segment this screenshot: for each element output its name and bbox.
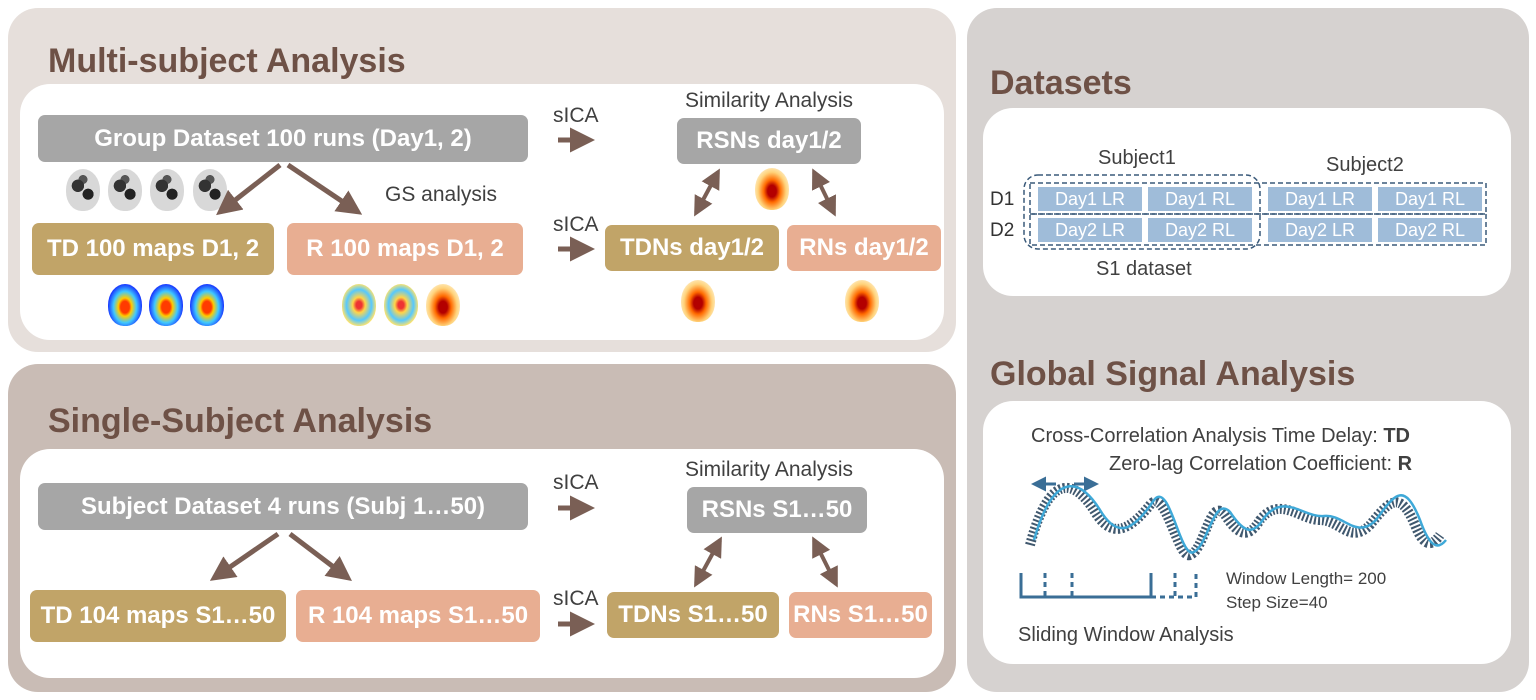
rns-s-box: RNs S1…50	[789, 592, 932, 638]
window-length-label: Window Length= 200	[1226, 569, 1387, 588]
r-abbr: R	[1397, 453, 1413, 475]
brain-map-tdn	[681, 280, 715, 322]
brain-map-r-1	[342, 284, 376, 326]
brain-map-rsn	[755, 168, 789, 210]
brain-map-r-3	[426, 284, 460, 326]
subject-dataset-box: Subject Dataset 4 runs (Subj 1…50)	[38, 483, 528, 530]
td-maps-box: TD 100 maps D1, 2	[32, 223, 274, 275]
brain-map-gray-4	[193, 169, 227, 211]
brain-map-td-3	[190, 284, 224, 326]
cross-corr-text: Cross-Correlation Analysis Time Delay:	[1031, 425, 1384, 447]
brain-map-gray-3	[150, 169, 184, 211]
tdns-s-box: TDNs S1…50	[607, 592, 779, 638]
td-maps-s-box: TD 104 maps S1…50	[30, 590, 286, 642]
gsa-title: Global Signal Analysis	[990, 355, 1356, 393]
rsns-box: RSNs day1/2	[677, 118, 861, 164]
subject2-label: Subject2	[1326, 154, 1404, 176]
s2-day2-lr: Day2 LR	[1268, 218, 1372, 242]
subject1-label: Subject1	[1098, 147, 1176, 169]
s2-day1-lr: Day1 LR	[1268, 187, 1372, 211]
brain-map-rn	[845, 280, 879, 322]
s1-day1-lr: Day1 LR	[1038, 187, 1142, 211]
s2-day1-rl: Day1 RL	[1378, 187, 1482, 211]
group-dataset-box: Group Dataset 100 runs (Day1, 2)	[38, 115, 528, 162]
s1-dataset-label: S1 dataset	[1096, 258, 1192, 280]
sliding-window-label: Sliding Window Analysis	[1018, 624, 1234, 646]
similarity-analysis-label: Similarity Analysis	[685, 89, 854, 112]
sica-label-bottom-single: sICA	[553, 587, 599, 610]
rsns-s-box: RSNs S1…50	[687, 487, 867, 533]
brain-map-gray-2	[108, 169, 142, 211]
r-maps-s-box: R 104 maps S1…50	[296, 590, 540, 642]
s1-day1-rl: Day1 RL	[1148, 187, 1252, 211]
s1-day2-rl: Day2 RL	[1148, 218, 1252, 242]
gs-analysis-label: GS analysis	[385, 183, 498, 206]
sica-label-top: sICA	[553, 104, 599, 127]
single-subject-title: Single-Subject Analysis	[48, 402, 433, 440]
td-abbr: TD	[1383, 425, 1411, 447]
sica-label-top-single: sICA	[553, 471, 599, 494]
brain-map-td-1	[108, 284, 142, 326]
d2-label: D2	[990, 220, 1015, 241]
similarity-analysis-label-single: Similarity Analysis	[685, 458, 854, 481]
brain-map-r-2	[384, 284, 418, 326]
multi-subject-title: Multi-subject Analysis	[48, 42, 406, 80]
zero-lag-text: Zero-lag Correlation Coefficient:	[1109, 453, 1398, 475]
cross-corr-label: Cross-Correlation Analysis Time Delay: T…	[1031, 425, 1410, 448]
brain-map-gray-1	[66, 169, 100, 211]
datasets-title: Datasets	[990, 64, 1132, 102]
sica-label-bottom: sICA	[553, 213, 599, 236]
tdns-box: TDNs day1/2	[605, 225, 779, 271]
rns-box: RNs day1/2	[787, 225, 941, 271]
s1-day2-lr: Day2 LR	[1038, 218, 1142, 242]
zero-lag-label: Zero-lag Correlation Coefficient: R	[1109, 453, 1412, 476]
s2-day2-rl: Day2 RL	[1378, 218, 1482, 242]
brain-map-td-2	[149, 284, 183, 326]
r-maps-box: R 100 maps D1, 2	[287, 223, 523, 275]
d1-label: D1	[990, 189, 1015, 210]
step-size-label: Step Size=40	[1226, 593, 1328, 612]
